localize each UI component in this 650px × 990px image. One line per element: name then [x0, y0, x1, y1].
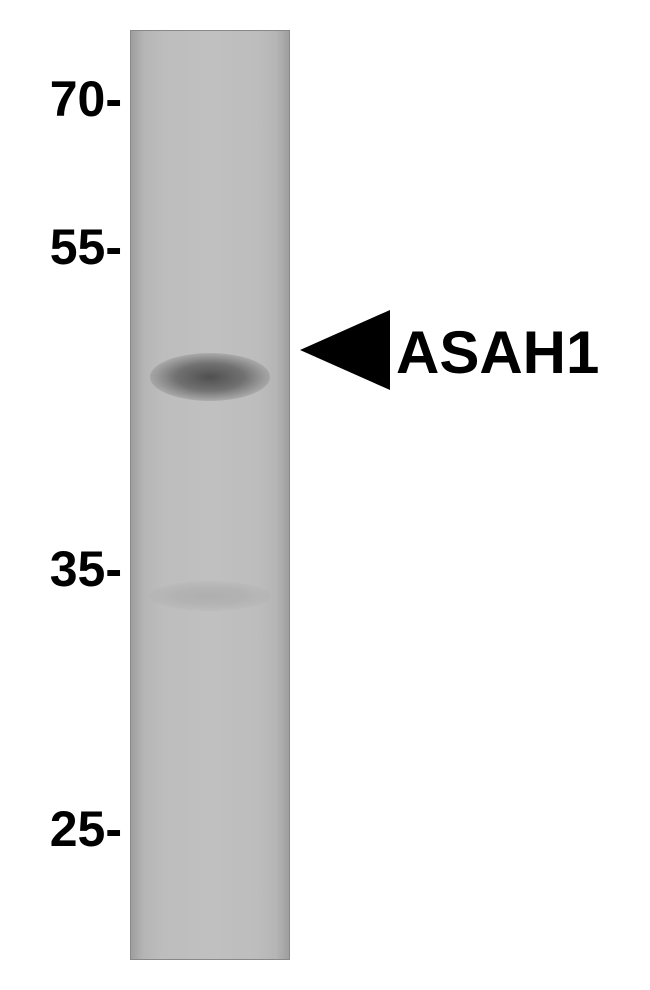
marker-70: 70- [12, 70, 122, 128]
band-faint [150, 581, 270, 611]
band-main [150, 353, 270, 401]
marker-35: 35- [12, 540, 122, 598]
lane-background [130, 30, 290, 960]
western-blot-lane [130, 30, 290, 960]
pointer-arrow-icon [300, 310, 390, 390]
protein-name-label: ASAH1 [396, 318, 599, 387]
marker-55: 55- [12, 218, 122, 276]
marker-25: 25- [12, 800, 122, 858]
